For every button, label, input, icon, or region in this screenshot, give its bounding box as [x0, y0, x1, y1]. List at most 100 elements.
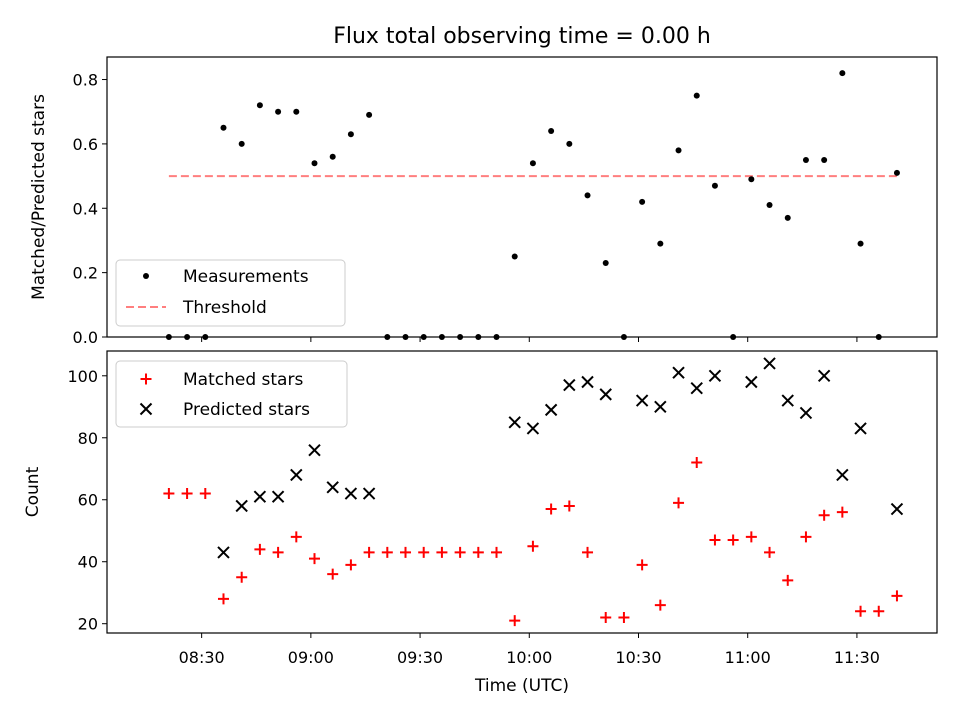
matched-star-point [363, 546, 375, 558]
measurement-point [584, 192, 591, 199]
y-tick-label: 0.4 [73, 199, 98, 218]
matched-star-point [563, 500, 575, 512]
matched-star-point [418, 546, 430, 558]
matched-star-point [836, 506, 848, 518]
x-tick-label: 11:00 [725, 648, 771, 667]
matched-star-point [818, 509, 830, 521]
top-axes-frame [106, 56, 938, 338]
measurement-point [857, 240, 864, 247]
matched-star-point [381, 546, 393, 558]
predicted-star-point [508, 416, 521, 429]
x-tick-label: 09:00 [288, 648, 334, 667]
x-tick-label: 08:30 [179, 648, 225, 667]
legend-predicted-marker [139, 402, 153, 416]
matched-star-point [454, 546, 466, 558]
predicted-star-point [344, 487, 358, 500]
measurement-point [766, 202, 773, 209]
chart-title: Flux total observing time = 0.00 h [333, 24, 711, 49]
matched-star-point [472, 546, 484, 558]
matched-star-point [327, 568, 339, 580]
measurement-point [893, 169, 900, 176]
y-tick-label: 0.8 [73, 71, 98, 90]
matched-star-point [764, 546, 776, 558]
predicted-star-point [526, 422, 540, 435]
measurement-point [711, 182, 718, 189]
measurement-point [602, 259, 609, 266]
matched-star-point [290, 531, 302, 543]
measurement-point [748, 176, 755, 183]
measurement-point [784, 214, 791, 221]
x-tick-label: 10:00 [506, 648, 552, 667]
predicted-star-point [362, 487, 376, 500]
matched-star-point [582, 546, 594, 558]
measurement-point [566, 140, 573, 147]
matched-star-point [873, 605, 885, 617]
predicted-star-point [708, 369, 722, 382]
matched-star-point [436, 546, 448, 558]
measurement-point [329, 153, 336, 160]
legend-matched-label: Matched stars [183, 370, 303, 390]
matched-star-point [527, 540, 539, 552]
predicted-star-point [799, 406, 813, 420]
predicted-star-point [635, 394, 649, 407]
measurement-point [511, 253, 518, 260]
matched-star-point [855, 605, 867, 617]
measurement-point [366, 111, 373, 118]
legend-measurements-label: Measurements [183, 267, 309, 287]
predicted-star-point [817, 369, 831, 382]
matched-star-point [345, 559, 357, 571]
bottom-axes-frame [106, 350, 938, 634]
predicted-star-point [781, 394, 794, 407]
y-tick-label: 20 [78, 615, 98, 634]
x-tick-label: 10:30 [615, 648, 661, 667]
measurement-point [347, 131, 354, 138]
top-y-axis-label: Matched/Predicted stars [29, 94, 49, 300]
matched-star-point [727, 534, 739, 546]
predicted-star-point [326, 481, 339, 494]
predicted-star-point [672, 366, 685, 379]
measurement-point [220, 124, 227, 131]
measurement-point [802, 156, 809, 163]
measurement-point [311, 160, 318, 167]
predicted-star-point [581, 375, 594, 389]
matched-star-point [545, 503, 557, 515]
legend-predicted-label: Predicted stars [183, 400, 310, 420]
matched-star-point [782, 574, 794, 586]
bottom-legend-box [115, 360, 348, 428]
legend-measurements-marker [143, 273, 149, 279]
matched-star-point [509, 615, 521, 627]
matched-star-point [491, 546, 503, 558]
x-tick-label: 09:30 [397, 648, 443, 667]
y-tick-label: 0.6 [73, 135, 98, 154]
y-tick-label: 0.2 [73, 264, 98, 283]
predicted-star-point [544, 403, 558, 417]
y-tick-label: 60 [78, 491, 98, 510]
x-axis-label: Time (UTC) [474, 676, 569, 696]
y-tick-label: 100 [67, 367, 98, 386]
measurement-point [821, 156, 828, 163]
predicted-star-point [253, 490, 267, 503]
predicted-star-point [599, 388, 612, 401]
predicted-star-point [308, 443, 321, 457]
predicted-star-point [563, 378, 576, 392]
bottom-y-axis-label: Count [23, 466, 43, 517]
matched-star-point [891, 590, 903, 602]
measurement-point [256, 102, 263, 109]
matched-star-point [654, 599, 666, 611]
matched-star-point [745, 531, 757, 543]
predicted-star-point [271, 490, 285, 503]
predicted-star-point [836, 468, 849, 482]
predicted-star-point [235, 499, 248, 513]
x-tick-label: 11:30 [834, 648, 880, 667]
matched-star-point [181, 488, 193, 500]
matched-star-point [236, 571, 248, 583]
matched-star-point [309, 553, 320, 565]
plot-layer: 0.0 0.2 0.4 0.6 0.8 20 40 60 80 100 08:30 09:00 09:3… [67, 56, 938, 667]
measurement-point [657, 240, 664, 247]
matched-star-point [618, 612, 630, 624]
predicted-star-point [763, 357, 776, 370]
predicted-star-point [290, 468, 303, 482]
measurement-point [839, 70, 846, 77]
measurement-point [293, 108, 300, 115]
predicted-star-point [745, 375, 758, 389]
